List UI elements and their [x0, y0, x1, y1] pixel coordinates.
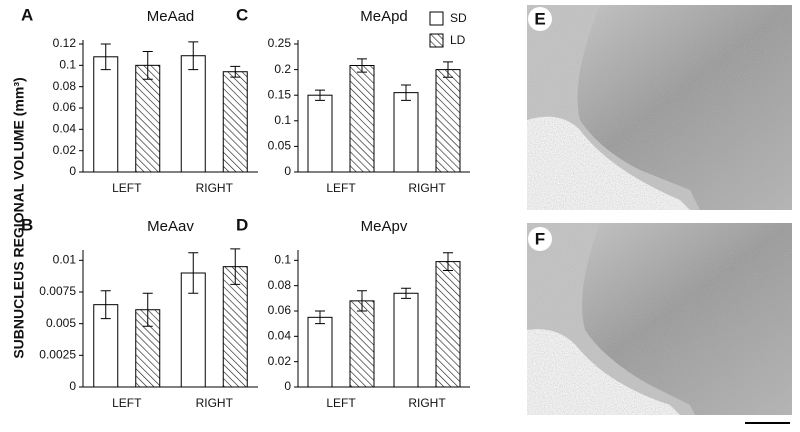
legend-label: SD — [450, 11, 467, 25]
error-bar — [142, 292, 153, 327]
panel-label: A — [21, 5, 33, 24]
legend-swatch — [429, 11, 444, 26]
y-axis-label: SUBNUCLEUS REGIONAL VOLUME (mm³) — [11, 77, 27, 358]
y-tick-label: 0.1 — [274, 113, 291, 127]
error-bar — [188, 41, 199, 71]
y-tick-label: 0.0025 — [39, 348, 76, 362]
x-tick-label: LEFT — [112, 396, 142, 410]
bar — [135, 64, 161, 173]
error-bar — [357, 290, 367, 312]
y-tick-label: 0 — [69, 164, 76, 178]
error-bar — [443, 252, 453, 271]
panel-label: C — [236, 5, 248, 24]
error-bar — [230, 248, 241, 285]
error-bar — [188, 252, 199, 294]
x-tick-label: LEFT — [326, 396, 356, 410]
error-bar — [443, 61, 453, 78]
y-tick-label: 0.08 — [268, 278, 292, 292]
y-tick-label: 0.02 — [268, 354, 292, 368]
y-tick-label: 0.05 — [268, 139, 292, 153]
y-tick-label: 0.25 — [268, 36, 292, 50]
error-bar — [315, 89, 325, 101]
x-tick-label: LEFT — [326, 181, 356, 195]
y-tick-label: 0.12 — [53, 36, 77, 50]
y-tick-label: 0.04 — [53, 122, 77, 136]
y-tick-label: 0.15 — [268, 87, 292, 101]
legend-swatch — [429, 33, 444, 48]
bar — [349, 65, 375, 173]
y-tick-label: 0 — [284, 164, 291, 178]
panel-label: B — [21, 215, 33, 234]
error-bar — [315, 310, 325, 325]
error-bar — [100, 43, 111, 71]
panel-label: F — [535, 229, 545, 248]
x-tick-label: RIGHT — [196, 396, 234, 410]
error-bar — [142, 50, 153, 80]
x-tick-label: RIGHT — [408, 396, 446, 410]
chart-title: MeApd — [360, 8, 408, 25]
bar — [435, 261, 461, 388]
legend-label: LD — [450, 33, 466, 47]
y-tick-label: 0 — [284, 379, 291, 393]
micrograph-f — [527, 223, 792, 415]
y-tick-label: 0.2 — [274, 62, 291, 76]
y-tick-label: 0.04 — [268, 329, 292, 343]
y-tick-label: 0.1 — [59, 58, 76, 72]
chart-title: MeAad — [147, 8, 195, 25]
y-tick-label: 0.005 — [46, 316, 76, 330]
bar — [93, 56, 119, 173]
x-tick-label: RIGHT — [196, 181, 234, 195]
error-bar — [100, 290, 111, 320]
y-tick-label: 0.02 — [53, 143, 77, 157]
y-tick-label: 0.06 — [268, 303, 292, 317]
y-tick-label: 0.01 — [53, 253, 77, 267]
error-bar — [401, 287, 411, 299]
y-tick-label: 0.06 — [53, 100, 77, 114]
chart-title: MeApv — [361, 218, 408, 235]
label-badge — [528, 7, 552, 31]
y-tick-label: 0.0075 — [39, 284, 76, 298]
bar — [393, 92, 419, 173]
bar — [393, 292, 419, 388]
bar — [307, 94, 333, 173]
y-tick-label: 0.08 — [53, 79, 77, 93]
y-tick-label: 0 — [69, 379, 76, 393]
panel-label: D — [236, 215, 248, 234]
label-badge — [528, 227, 552, 251]
y-tick-label: 0.1 — [274, 253, 291, 267]
bar — [307, 316, 333, 388]
bar — [180, 55, 206, 173]
error-bar — [401, 84, 411, 101]
error-bar — [230, 65, 241, 78]
panel-label: E — [534, 9, 545, 28]
micrograph-e — [527, 5, 792, 210]
x-tick-label: RIGHT — [408, 181, 446, 195]
error-bar — [357, 58, 367, 73]
chart-title: MeAav — [147, 218, 194, 235]
x-tick-label: LEFT — [112, 181, 142, 195]
bar — [222, 71, 248, 173]
bar — [435, 69, 461, 173]
bar — [349, 300, 375, 388]
